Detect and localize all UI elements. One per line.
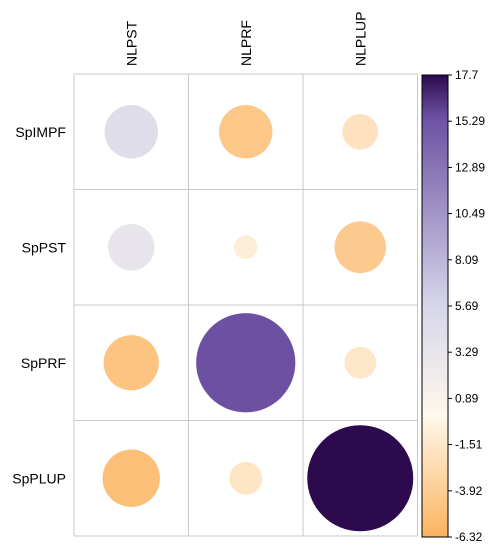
circles (102, 105, 414, 532)
colorbar-tick-label: 8.09 (455, 253, 479, 267)
column-labels: NLPST NLPRF NLPLUP (123, 12, 368, 66)
correlation-circle (233, 235, 258, 260)
row-labels: SpIMPF SpPST SpPRF SpPLUP (12, 124, 66, 487)
correlation-circle (108, 224, 155, 271)
column-label: NLPLUP (352, 12, 368, 66)
correlation-circle (104, 105, 158, 159)
grid (73, 73, 418, 537)
correlation-circle (196, 313, 296, 413)
column-label: NLPRF (238, 20, 254, 66)
correlation-circle (344, 346, 377, 379)
correlation-circle (307, 425, 414, 532)
colorbar-tick-label: 12.89 (455, 160, 485, 174)
colorbar-tick-label: -6.32 (455, 530, 483, 544)
correlation-circle (334, 221, 387, 274)
colorbar-tick-label: 0.89 (455, 391, 479, 405)
colorbar-tick-label: 17.7 (455, 68, 479, 82)
colorbar-tick-label: -3.92 (455, 484, 483, 498)
row-label: SpPLUP (12, 470, 66, 486)
colorbar-ticks: 17.7 15.29 12.89 10.49 8.09 5.69 3.29 0.89 -1.51… (448, 68, 485, 544)
correlation-circle (102, 449, 160, 507)
correlation-circle (219, 105, 273, 159)
colorbar-tick-label: 10.49 (455, 207, 485, 221)
colorbar-tick-label: 15.29 (455, 114, 485, 128)
column-label: NLPST (123, 20, 139, 66)
correlation-circle (103, 335, 159, 391)
row-label: SpPST (22, 239, 67, 255)
colorbar-tick-label: -1.51 (455, 438, 483, 452)
correlation-circle (342, 113, 379, 150)
colorbar (421, 74, 449, 538)
row-label: SpIMPF (15, 124, 66, 140)
correlation-circle (229, 461, 263, 495)
row-label: SpPRF (21, 355, 66, 371)
colorbar-tick-label: 5.69 (455, 299, 479, 313)
colorbar-tick-label: 3.29 (455, 345, 479, 359)
